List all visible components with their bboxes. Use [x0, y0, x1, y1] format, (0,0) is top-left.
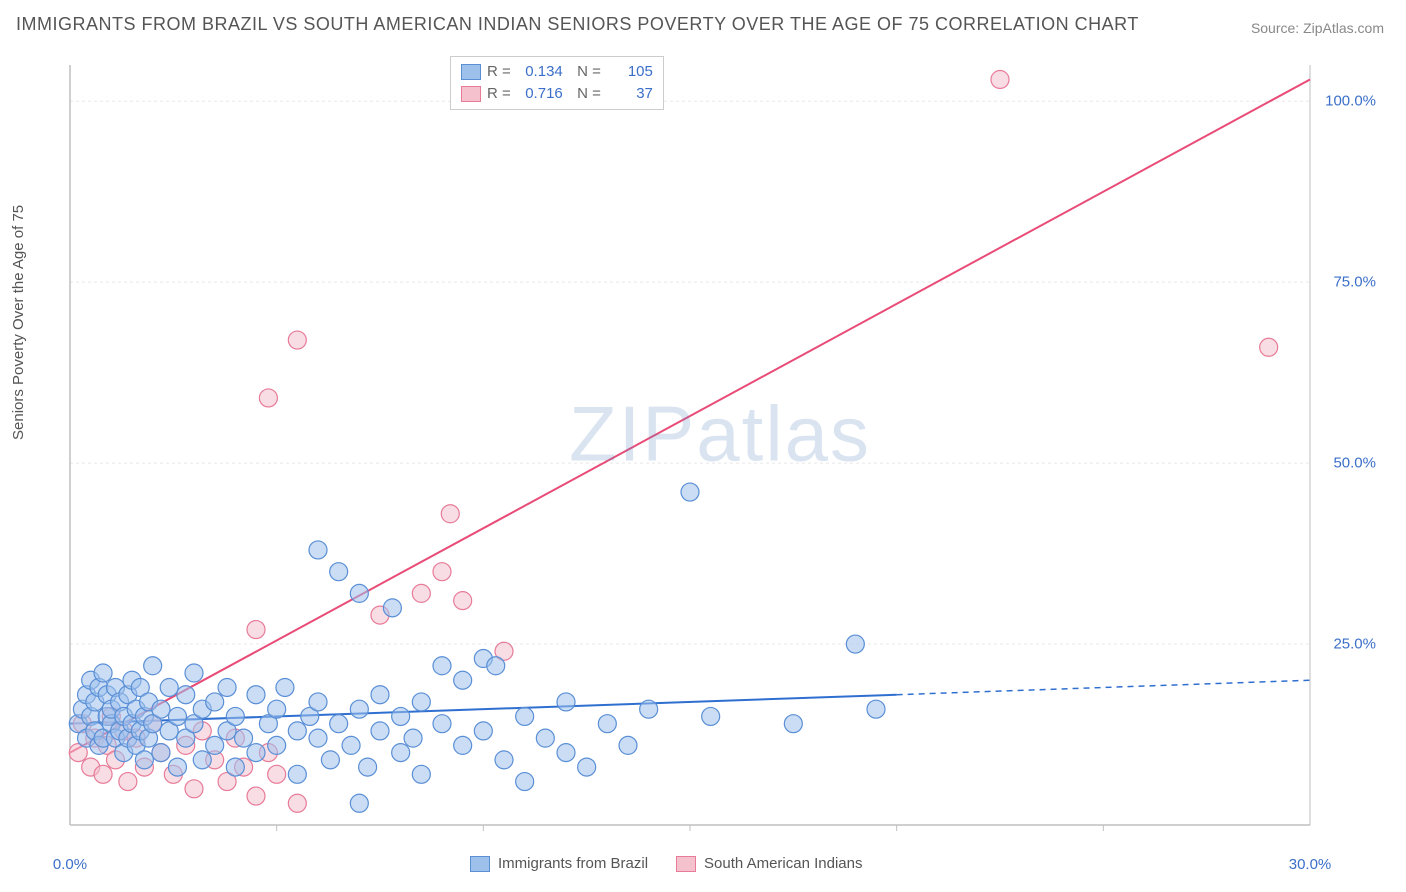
- series-legend: Immigrants from Brazil South American In…: [470, 855, 862, 872]
- legend-label-2: South American Indians: [704, 855, 862, 872]
- source-attribution: Source: ZipAtlas.com: [1251, 20, 1384, 36]
- y-tick-label: 25.0%: [1333, 636, 1376, 653]
- r-label: R =: [487, 83, 511, 105]
- correlation-legend: R = 0.134 N = 105 R = 0.716 N = 37: [450, 56, 664, 110]
- scatter-chart-svg: [60, 55, 1380, 845]
- r-value-1: 0.134: [517, 61, 563, 83]
- x-tick-label: 30.0%: [1289, 856, 1332, 873]
- y-tick-label: 50.0%: [1333, 455, 1376, 472]
- legend-item-2: South American Indians: [676, 855, 862, 872]
- swatch-series-1: [461, 64, 481, 80]
- x-tick-label: 0.0%: [53, 856, 87, 873]
- legend-row-series-2: R = 0.716 N = 37: [461, 83, 653, 105]
- legend-item-1: Immigrants from Brazil: [470, 855, 648, 872]
- legend-row-series-1: R = 0.134 N = 105: [461, 61, 653, 83]
- n-value-2: 37: [607, 83, 653, 105]
- plot-area: ZIPatlas 25.0%50.0%75.0%100.0% 0.0%30.0%: [60, 55, 1380, 845]
- y-tick-label: 75.0%: [1333, 274, 1376, 291]
- legend-label-1: Immigrants from Brazil: [498, 855, 648, 872]
- swatch-series-2-icon: [676, 856, 696, 872]
- n-value-1: 105: [607, 61, 653, 83]
- r-value-2: 0.716: [517, 83, 563, 105]
- n-label: N =: [569, 61, 601, 83]
- chart-title: IMMIGRANTS FROM BRAZIL VS SOUTH AMERICAN…: [16, 14, 1139, 35]
- y-tick-label: 100.0%: [1325, 93, 1376, 110]
- r-label: R =: [487, 61, 511, 83]
- y-axis-label: Seniors Poverty Over the Age of 75: [10, 205, 27, 440]
- n-label: N =: [569, 83, 601, 105]
- swatch-series-1-icon: [470, 856, 490, 872]
- swatch-series-2: [461, 86, 481, 102]
